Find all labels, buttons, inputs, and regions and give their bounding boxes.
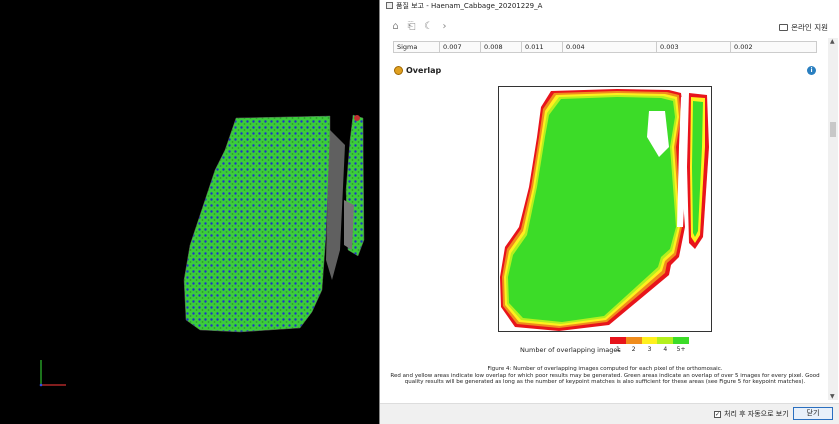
section-title: Overlap [406, 66, 442, 75]
point-cloud-canvas[interactable] [0, 0, 379, 424]
chat-icon [779, 24, 789, 31]
section-header: Overlap [394, 66, 441, 75]
moon-icon[interactable]: ☾ [424, 21, 433, 32]
vertical-scrollbar[interactable]: ▲ ▼ [828, 38, 838, 400]
3d-viewport[interactable] [0, 0, 379, 424]
scroll-thumb[interactable] [830, 122, 836, 137]
checkbox-label: 처리 후 자동으로 보기 [724, 410, 789, 418]
scroll-up-icon[interactable]: ▲ [830, 38, 835, 45]
sigma-table: Sigma 0.007 0.008 0.011 0.004 0.003 0.00… [393, 41, 817, 53]
figure-caption: Figure 4: Number of overlapping images c… [390, 366, 820, 386]
legend-color-bar [610, 337, 689, 344]
online-help-link[interactable]: 온라인 지원 [779, 22, 828, 33]
toolbar: ⌂ ⎗ ☾ › 온라인 지원 [380, 19, 839, 35]
caption-title: Figure 4: Number of overlapping images c… [487, 366, 723, 372]
legend-swatch [673, 337, 689, 344]
legend-label: Number of overlapping images [520, 346, 621, 354]
overlap-hole [647, 111, 669, 157]
warning-icon [394, 66, 403, 75]
back-page-icon[interactable]: ⎗ [407, 21, 416, 32]
point-cloud-gray-edge [326, 130, 345, 280]
legend-tick: 1 [615, 346, 620, 353]
overlap-map [498, 86, 712, 332]
checkbox-box[interactable]: ✓ [714, 410, 721, 418]
legend-tick: 3 [647, 346, 652, 353]
home-icon[interactable]: ⌂ [392, 21, 399, 32]
title-bar: 품질 보고 - Haenam_Cabbage_20201229_A [380, 0, 839, 11]
table-cell: 0.007 [439, 41, 481, 53]
point-cloud-marker [354, 115, 360, 121]
table-cell: 0.011 [521, 41, 563, 53]
legend-swatch [610, 337, 626, 344]
point-cloud-gray-strip [344, 200, 354, 250]
overlap-gap [677, 97, 689, 227]
table-cell: 0.003 [656, 41, 731, 53]
overlap-strip-green [692, 101, 703, 237]
legend-ticks: 1 2 3 4 5+ [610, 346, 689, 353]
app-icon [386, 2, 393, 9]
legend-tick: 5+ [676, 346, 686, 353]
legend-swatch [625, 337, 642, 344]
info-icon[interactable]: i [807, 66, 816, 75]
window-title: 품질 보고 - Haenam_Cabbage_20201229_A [396, 1, 543, 10]
close-button[interactable]: 닫기 [793, 407, 833, 420]
legend-swatch [641, 337, 658, 344]
point-cloud-main [183, 115, 331, 333]
forward-icon[interactable]: › [442, 21, 447, 32]
scroll-down-icon[interactable]: ▼ [830, 393, 835, 400]
legend-swatch [657, 337, 674, 344]
quality-report-dialog: 품질 보고 - Haenam_Cabbage_20201229_A ⌂ ⎗ ☾ … [379, 0, 839, 424]
table-cell: 0.008 [480, 41, 522, 53]
legend-tick: 4 [663, 346, 668, 353]
axis-gizmo [39, 360, 66, 387]
legend-tick: 2 [631, 346, 636, 353]
report-content[interactable]: Sigma 0.007 0.008 0.011 0.004 0.003 0.00… [380, 38, 828, 400]
online-help-label: 온라인 지원 [791, 23, 828, 32]
dialog-footer: ✓ 처리 후 자동으로 보기 닫기 [380, 403, 839, 424]
overlap-map-canvas [500, 89, 709, 331]
table-cell: Sigma [393, 41, 440, 53]
auto-display-checkbox[interactable]: ✓ 처리 후 자동으로 보기 [714, 409, 789, 419]
table-row: Sigma 0.007 0.008 0.011 0.004 0.003 0.00… [393, 41, 817, 53]
overlap-zone-green [508, 97, 676, 322]
table-cell: 0.002 [730, 41, 817, 53]
table-cell: 0.004 [562, 41, 657, 53]
caption-body: Red and yellow areas indicate low overla… [390, 372, 820, 386]
